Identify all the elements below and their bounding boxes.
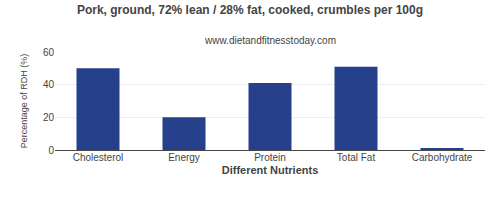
svg-text:Different Nutrients: Different Nutrients — [222, 164, 319, 176]
svg-text:Energy: Energy — [168, 152, 200, 163]
svg-text:40: 40 — [43, 79, 55, 90]
svg-text:20: 20 — [43, 112, 55, 123]
svg-text:Protein: Protein — [254, 152, 286, 163]
svg-text:0: 0 — [48, 145, 54, 156]
svg-text:Total Fat: Total Fat — [337, 152, 376, 163]
svg-text:60: 60 — [43, 47, 55, 58]
svg-text:Cholesterol: Cholesterol — [73, 152, 124, 163]
svg-text:Percentage of RDH (%): Percentage of RDH (%) — [19, 54, 29, 149]
svg-text:www.dietandfitnesstoday.com: www.dietandfitnesstoday.com — [204, 35, 336, 46]
svg-text:Pork, ground, 72% lean / 28% f: Pork, ground, 72% lean / 28% fat, cooked… — [77, 3, 423, 17]
svg-text:Carbohydrate: Carbohydrate — [412, 152, 473, 163]
